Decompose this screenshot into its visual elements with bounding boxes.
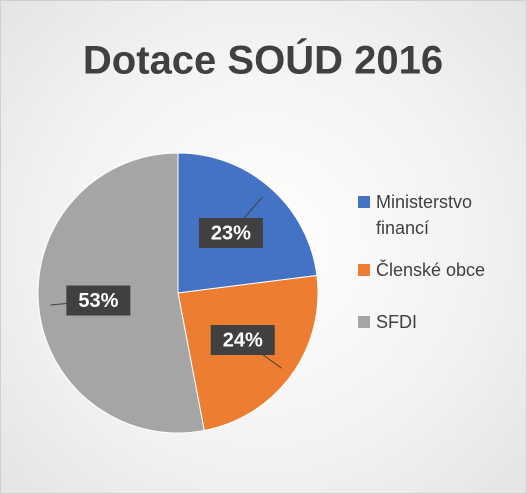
legend: Ministerstvo financí Členské obce SFDI [356,189,506,335]
legend-entry: Členské obce [356,257,506,283]
data-label: 24% [223,329,263,351]
legend-swatch [358,316,370,328]
data-label: 53% [78,290,118,312]
legend-swatch [358,196,370,208]
legend-label: Členské obce [376,260,486,280]
data-label-box [198,217,263,248]
legend-label: Ministerstvo financí [376,192,473,238]
data-label: 23% [211,222,251,244]
legend-label: SFDI [376,312,418,332]
legend-entry: SFDI [356,309,506,335]
legend-entry: Ministerstvo financí [356,189,506,241]
data-label-box [66,285,131,316]
legend-swatch [358,264,370,276]
chart-title: Dotace SOÚD 2016 [83,37,443,83]
data-label-box [210,325,275,356]
